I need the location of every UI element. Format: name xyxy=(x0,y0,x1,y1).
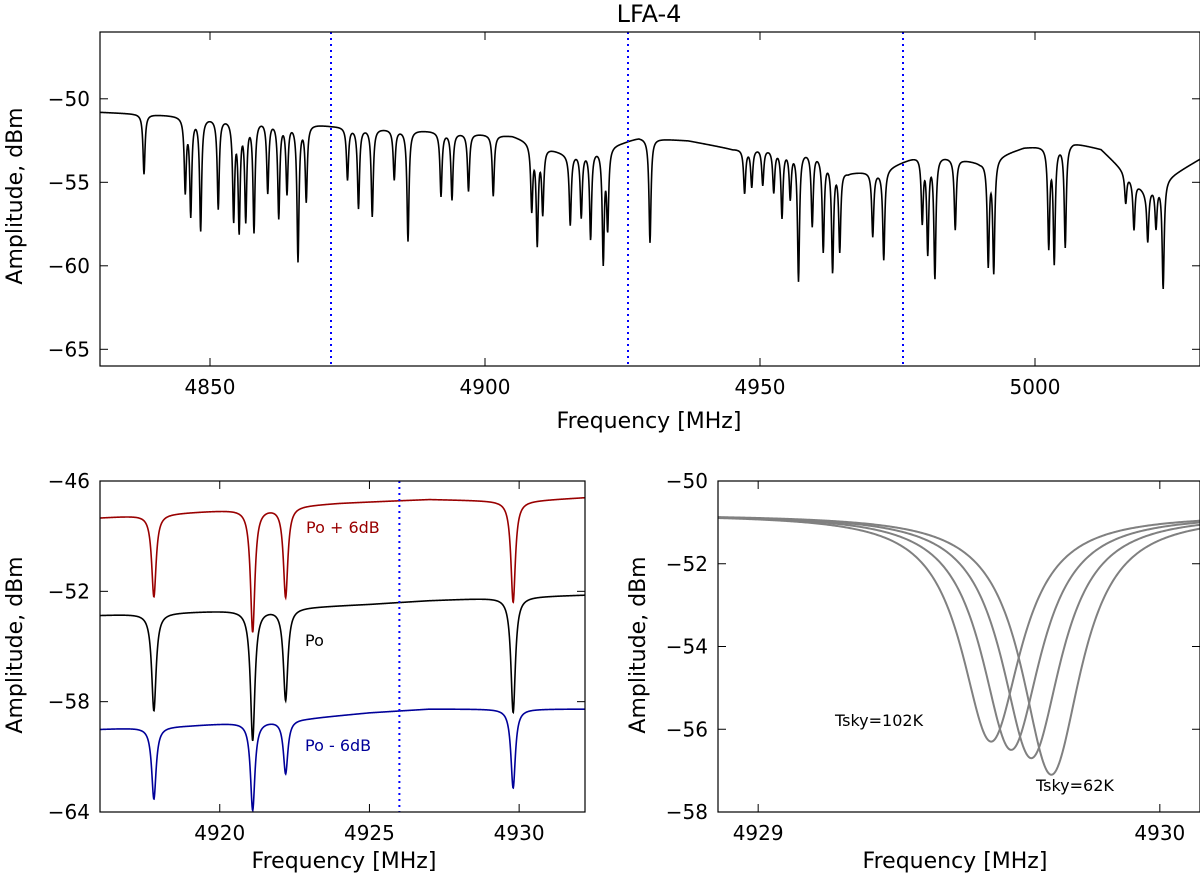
series-line-2-3 xyxy=(718,516,1200,776)
y-tick-label-0-1: −55 xyxy=(48,170,90,194)
x-tick-label-2-1: 4930 xyxy=(1134,821,1185,845)
annotation-po: Po xyxy=(305,631,324,650)
x-tick-label-2-0: 4929 xyxy=(733,821,784,845)
series-group-0 xyxy=(100,111,1200,289)
y-tick-label-2-2: −54 xyxy=(666,635,708,659)
annotation-po-minus-6db: Po - 6dB xyxy=(305,736,371,755)
y-tick-label-1-1: −52 xyxy=(48,579,90,603)
x-tick-label-0-1: 4900 xyxy=(460,375,511,399)
y-tick-label-2-0: −50 xyxy=(666,469,708,493)
annotation-tsky-62k: Tsky=62K xyxy=(1035,776,1114,795)
series-line-1-1 xyxy=(100,594,585,742)
series-line-2-1 xyxy=(718,516,1200,751)
x-tick-label-1-1: 4925 xyxy=(344,821,395,845)
annotation-po-plus-6db: Po + 6dB xyxy=(306,518,380,537)
y-tick-label-1-0: −46 xyxy=(48,469,90,493)
y-tick-label-1-2: −58 xyxy=(48,690,90,714)
bottom-left-x-axis-label: Frequency [MHz] xyxy=(252,849,437,874)
top-y-axis-label: Amplitude, dBm xyxy=(3,107,28,284)
series-line-1-2 xyxy=(100,708,585,812)
bottom-right-y-axis-label: Amplitude, dBm xyxy=(626,556,651,733)
chart-title: LFA-4 xyxy=(617,0,682,28)
series-group-2 xyxy=(718,516,1200,776)
x-tick-label-0-0: 4850 xyxy=(185,375,236,399)
bottom-right-x-axis-label: Frequency [MHz] xyxy=(863,849,1048,874)
x-tick-label-1-0: 4920 xyxy=(194,821,245,845)
y-tick-label-1-3: −64 xyxy=(48,800,90,824)
plot-frame-1 xyxy=(99,480,586,813)
top-x-axis-label: Frequency [MHz] xyxy=(557,409,742,434)
x-tick-label-0-2: 4950 xyxy=(735,375,786,399)
plot-frame-0 xyxy=(99,31,1200,367)
y-tick-label-0-0: −50 xyxy=(48,87,90,111)
bottom-left-panel: Frequency [MHz] Amplitude, dBm Po + 6dB … xyxy=(3,469,586,874)
x-tick-label-1-2: 4930 xyxy=(494,821,545,845)
y-tick-label-2-3: −56 xyxy=(666,717,708,741)
y-tick-label-2-1: −52 xyxy=(666,552,708,576)
y-tick-label-0-3: −65 xyxy=(48,337,90,361)
top-panel: LFA-4 Frequency [MHz] Amplitude, dBm 485… xyxy=(3,0,1200,434)
y-tick-label-2-4: −58 xyxy=(666,800,708,824)
bottom-right-panel: Frequency [MHz] Amplitude, dBm Tsky=102K… xyxy=(626,469,1200,874)
series-line-2-0 xyxy=(718,517,1200,743)
plot-frame-2 xyxy=(717,480,1200,813)
y-tick-label-0-2: −60 xyxy=(48,254,90,278)
annotation-tsky-102k: Tsky=102K xyxy=(834,711,924,730)
x-tick-label-0-3: 5000 xyxy=(1010,375,1061,399)
bottom-left-y-axis-label: Amplitude, dBm xyxy=(3,556,28,733)
series-line-0-0 xyxy=(100,111,1200,289)
series-group-1 xyxy=(100,496,585,812)
series-line-1-0 xyxy=(100,496,585,633)
